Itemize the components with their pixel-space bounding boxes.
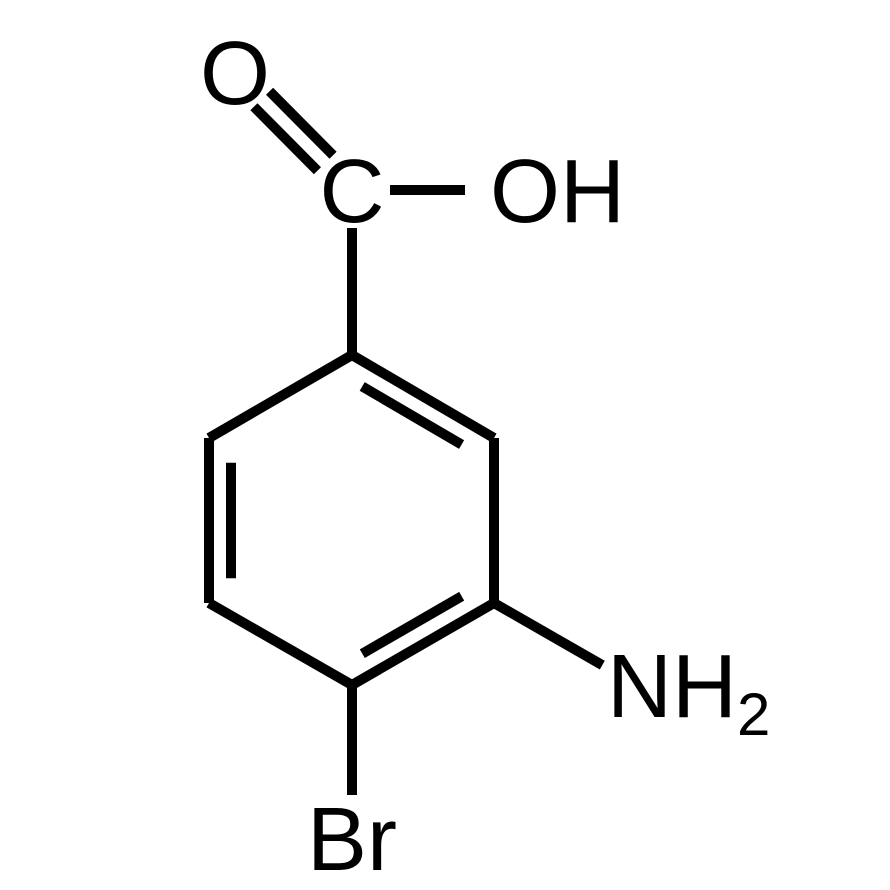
atom-label: OH <box>490 142 625 242</box>
atom-label: Br <box>307 790 397 890</box>
atom-label: NH2 <box>607 637 770 748</box>
atom-label: O <box>200 24 270 124</box>
atom-label: C <box>320 142 385 242</box>
molecule-diagram: CO OH NH2 Br <box>0 0 890 890</box>
